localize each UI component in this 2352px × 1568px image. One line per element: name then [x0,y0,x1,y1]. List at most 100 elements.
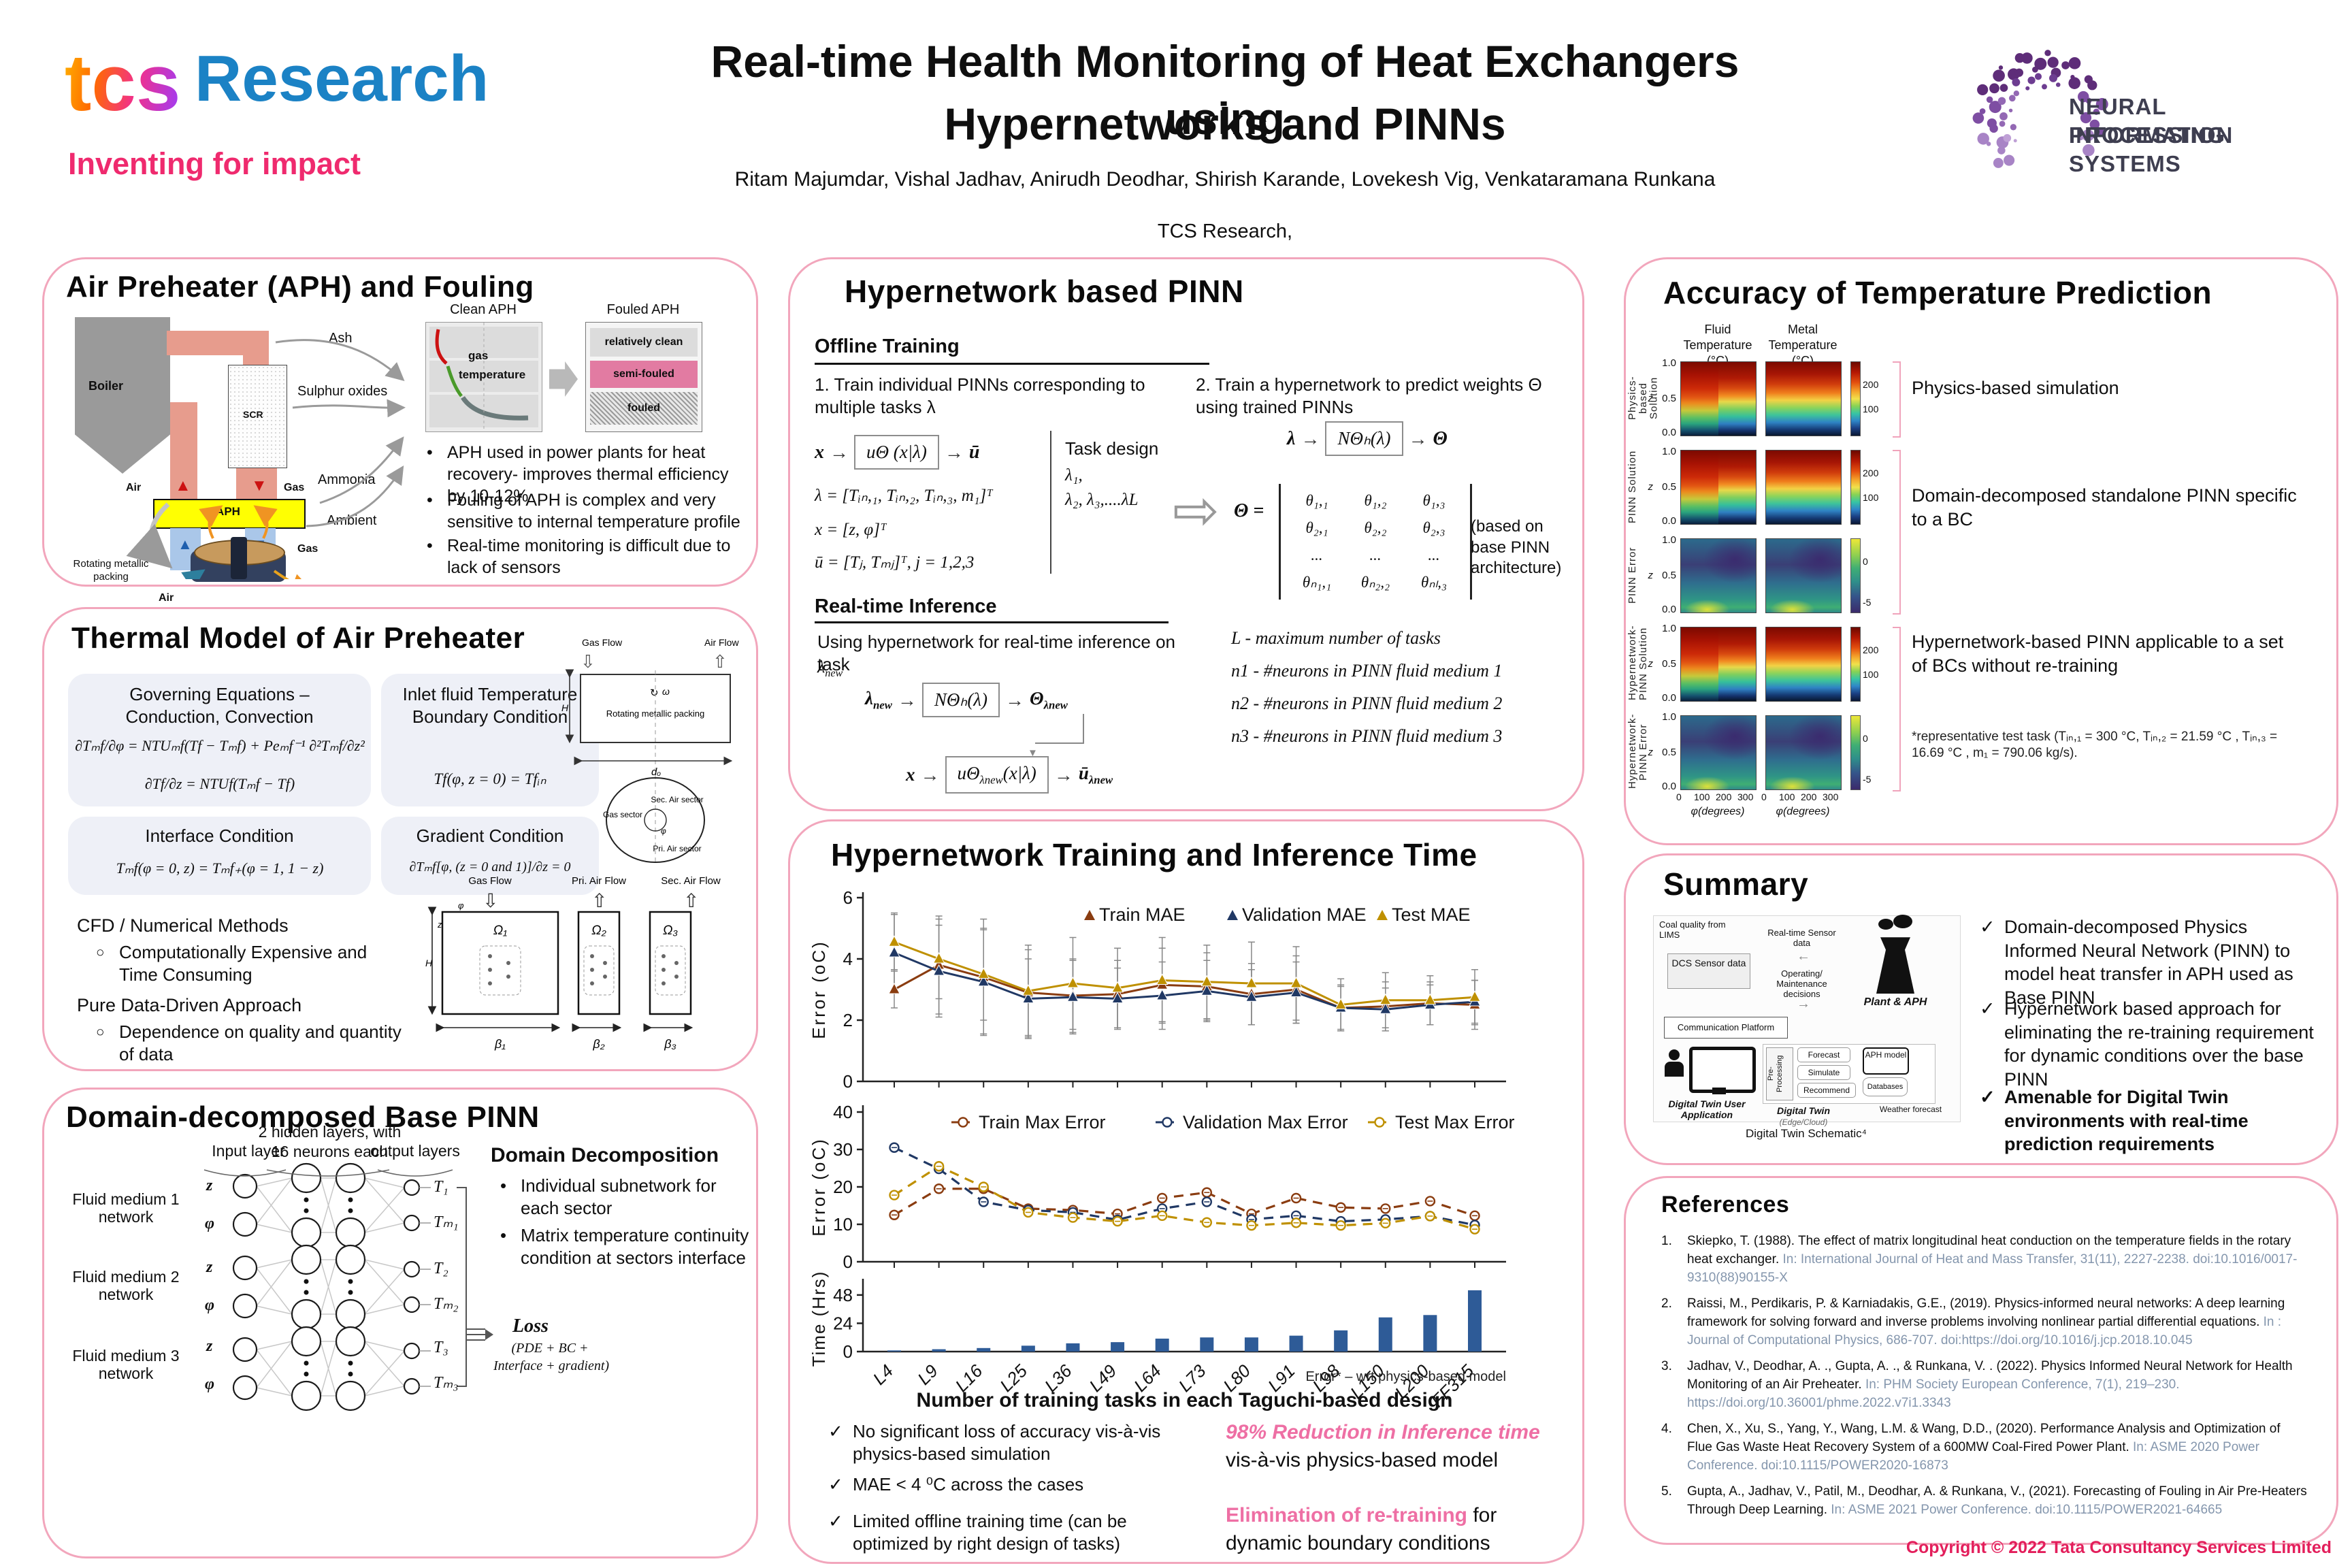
flow-offline-pinn: x → uΘ (x|λ) → ū [815,435,979,470]
graphic-shape: 40 [833,1102,853,1122]
network-label-2: Fluid medium 2 network [72,1268,180,1304]
graphic-shape [932,964,945,976]
xtick: 200 [1716,791,1732,802]
graphic-shape [364,1304,405,1315]
cbar-label: 0 [1863,733,1868,744]
graphic-shape [1379,1002,1392,1014]
graphic-shape [1022,984,1034,996]
graphic-shape [1066,976,1079,988]
step1-text: 1. Train individual PINNs corresponding … [815,374,1145,418]
bracket [1893,627,1901,791]
graphic-shape [2010,124,2017,131]
graphic-shape [1374,1117,1385,1128]
graphic-shape [2095,98,2108,111]
graphic-shape [377,1169,453,1177]
dt-user-app-label: Digital Twin User Application [1668,1098,1746,1121]
gas-curve-label: gas [468,349,489,362]
flow-rt-pinn: x → uΘλnew(x|λ) → ūλnew [906,756,1113,794]
graphic-shape [2042,84,2047,90]
output-T: T₃ [434,1339,448,1356]
arrow-icon: → [920,764,940,785]
graphic-shape [2061,61,2070,69]
graphic-shape [2097,129,2106,137]
omega2-label: Ω₂ [591,924,606,938]
graphic-shape [1155,1338,1169,1352]
xtick: 300 [1823,791,1839,802]
ash-label: Ash [329,331,353,346]
graphic-shape [894,964,1475,1009]
panel-title: Hypernetwork based PINN [845,274,1244,309]
realtime-text: Using hypernetwork for real-time inferen… [817,632,1176,675]
height-label: H [561,702,569,713]
ref-source[interactable]: In: ASME 2021 Power Conference. doi:10.1… [1831,1502,2223,1517]
ref-source[interactable]: In: ASME 2020 Power Conference. doi:10.1… [1687,1439,2259,1473]
x-axis-label: φ(degrees) [1776,806,1830,817]
equation: Tₘf(φ = 0, z) = Tₘf₊(φ = 1, 1 − z) [116,860,324,877]
heatmap-error-metal [1765,538,1842,613]
xtick: 200 [1801,791,1817,802]
legend-Test MAE: Test MAE [1392,904,1471,925]
ytick: 1.0 [1662,711,1676,723]
graphic-shape [1468,1290,1482,1352]
check-3: Limited offline training time (can be op… [828,1510,1186,1556]
graphic-shape: Error (oC) [808,940,829,1039]
ytick: 1.0 [1662,534,1676,546]
graphic-shape [1997,97,2006,105]
graphic-shape: 30 [833,1139,853,1160]
temperature-curve-label: temperature [459,368,526,381]
graphic-shape [291,1244,322,1275]
graphic-shape [1993,158,2004,168]
graphic-shape: 0 [843,1071,853,1092]
graphic-shape [335,1326,366,1357]
copyright: Copyright © 2022 Tata Consultancy Servic… [1906,1538,2332,1557]
hidden-layer-label: 2 hidden layers, with 16 neurons each [258,1123,402,1161]
ytick: 0.0 [1662,427,1676,438]
panel-thermal-model: Thermal Model of Air Preheater Governing… [42,607,758,1071]
flow-input: x [906,764,915,785]
theta-entry: ... [1428,546,1440,564]
graphic-shape [232,1375,258,1401]
ytick: 0.5 [1662,747,1676,758]
sec-air-sector-label: Sec. Air sector [651,795,703,804]
colorbar [1850,627,1861,702]
connector [1083,714,1084,742]
graphic-shape [266,1169,390,1177]
ref-source[interactable]: In: PHM Society European Conference, 7(1… [1687,1377,2180,1410]
big-arrow-icon: ⇨ [1173,480,1220,542]
flow-input: λ [1287,427,1296,449]
height-label: H [425,958,433,968]
input-phi: φ [205,1215,215,1232]
ref-source[interactable]: In: International Journal of Heat and Ma… [1687,1252,2298,1285]
legend-n2: n2 - #neurons in PINN fluid medium 2 [1231,693,1503,713]
ammonia-label: Ammonia [318,472,376,487]
graphic-shape [348,1360,353,1366]
diameter-label: dₒ [651,766,661,778]
graphic-shape [485,1329,493,1340]
graphic-shape [1290,985,1303,997]
summary-bullet-1: Domain-decomposed Physics Informed Neura… [1980,915,2310,1009]
graphic-shape [577,911,621,1015]
summary-bullet-2: Hypernetwork based approach for eliminat… [1980,997,2324,1091]
graphic-shape [319,436,404,504]
graphic-shape: Error* – wrt physics-based model [1305,1369,1506,1384]
divider [815,621,1169,623]
graphic-shape [674,961,679,965]
graphic-shape [403,1260,421,1278]
theta-entry: ... [1369,546,1382,564]
graphic-shape [603,961,607,965]
bracket [1893,361,1901,438]
panel-title: Thermal Model of Air Preheater [71,621,525,655]
domain-decomposition-heading: Domain Decomposition [491,1144,719,1166]
graphic-shape [2068,57,2081,69]
equation: Tf(φ, z = 0) = Tfᵢₙ [434,770,546,787]
graphic-shape [488,954,492,958]
graphic-shape [1290,976,1303,988]
ref-source[interactable]: In : Journal of Computational Physics, 6… [1687,1314,2282,1348]
fouled-band: fouled [590,392,698,425]
graphic-shape: Error (oC) [808,1137,829,1237]
panel-title: Summary [1663,866,1809,902]
highlight-pink: Elimination of re-training [1226,1504,1468,1526]
graphic-shape [488,954,679,985]
scr-label: SCR [243,409,263,420]
highlight-inference: 98% Reduction in Inference time vis-à-vi… [1226,1419,1552,1474]
